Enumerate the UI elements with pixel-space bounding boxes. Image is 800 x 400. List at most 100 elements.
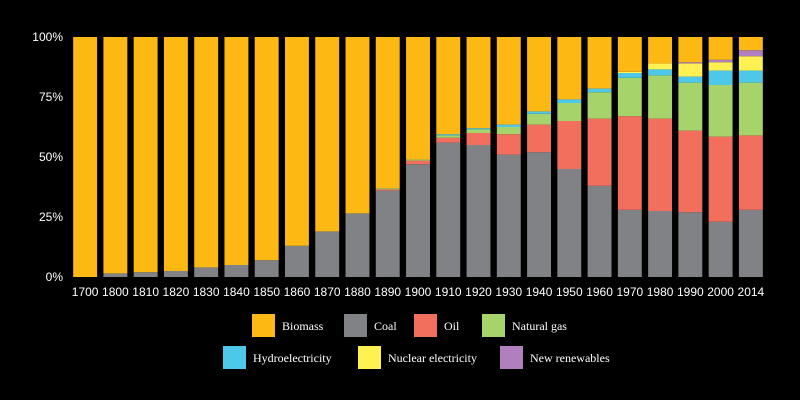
- x-tick-label: 1840: [223, 285, 250, 299]
- bar-segment-coal-1900: [406, 164, 430, 277]
- x-tick-label: 1990: [677, 285, 704, 299]
- bar-segment-oil-1910: [436, 137, 461, 143]
- bar-segment-biomass-1980: [648, 37, 673, 64]
- bar-segment-oil-1960: [587, 118, 612, 186]
- legend-label-nuclear-electricity: Nuclear electricity: [388, 351, 477, 365]
- bar-segment-coal-1810: [133, 272, 158, 277]
- bar-segment-biomass-1880: [345, 37, 370, 214]
- bar-segment-nuclear-electricity-1990: [678, 63, 703, 77]
- bar-segment-natural-gas-1900: [406, 159, 430, 161]
- bar-segment-biomass-1820: [163, 37, 188, 271]
- bar-segment-biomass-1700: [73, 37, 98, 277]
- x-tick-label: 1910: [435, 285, 462, 299]
- bar-segment-coal-1990: [678, 212, 703, 277]
- bar-segment-hydroelectricity-1920: [466, 128, 491, 130]
- x-tick-label: 1930: [495, 285, 522, 299]
- bar-segment-oil-1920: [466, 133, 491, 145]
- bar-segment-coal-1800: [103, 273, 128, 277]
- legend-label-natural-gas: Natural gas: [512, 319, 567, 333]
- bar-segment-biomass-1920: [466, 37, 491, 129]
- bar-segment-biomass-1940: [527, 37, 551, 112]
- bar-segment-coal-2000: [708, 221, 733, 277]
- bar-segment-biomass-1950: [557, 37, 582, 100]
- legend: Biomass Coal Oil Natural gas Hydroelectricit…: [223, 314, 610, 369]
- legend-label-oil: Oil: [444, 319, 460, 333]
- bar-segment-biomass-1930: [496, 37, 521, 125]
- legend-label-coal: Coal: [374, 319, 397, 333]
- bar-segment-hydroelectricity-1910: [436, 134, 461, 136]
- bar-segment-coal-1910: [436, 142, 461, 277]
- bar-segment-biomass-1860: [285, 37, 309, 246]
- bar-segment-coal-1920: [466, 145, 491, 277]
- bar-segment-biomass-1900: [406, 37, 430, 160]
- bar-segment-biomass-1800: [103, 37, 128, 274]
- bar-segment-hydroelectricity-1950: [557, 99, 582, 103]
- legend-swatch-new-renewables: [500, 346, 523, 369]
- bar-segment-new-renewables-1990: [678, 62, 703, 64]
- bar-segment-coal-1820: [163, 271, 188, 277]
- bar-segment-biomass-2000: [708, 37, 733, 60]
- legend-swatch-oil: [414, 314, 437, 337]
- bar-segment-nuclear-electricity-1970: [617, 71, 642, 73]
- bar-segment-coal-1930: [496, 154, 521, 277]
- bar-segment-coal-1880: [345, 213, 370, 277]
- x-tick-label: 1980: [647, 285, 674, 299]
- bar-segment-oil-2000: [708, 136, 733, 222]
- bar-segment-hydroelectricity-1960: [587, 88, 612, 93]
- x-tick-label: 1820: [163, 285, 190, 299]
- bar-segment-hydroelectricity-1970: [617, 73, 642, 78]
- bar-segment-natural-gas-1910: [436, 135, 461, 138]
- y-axis: 0% 25% 50% 75% 100%: [32, 30, 63, 284]
- bar-segment-nuclear-electricity-2000: [708, 62, 733, 71]
- x-tick-label: 1970: [616, 285, 643, 299]
- bar-segment-natural-gas-1950: [557, 103, 582, 121]
- bar-segment-hydroelectricity-1990: [678, 76, 703, 83]
- bar-segment-natural-gas-1920: [466, 129, 491, 133]
- bar-segment-hydroelectricity-2000: [708, 70, 733, 85]
- y-tick-label: 100%: [32, 30, 63, 44]
- x-tick-label: 2000: [707, 285, 734, 299]
- legend-swatch-natural-gas: [482, 314, 505, 337]
- bar-segment-natural-gas-1990: [678, 82, 703, 131]
- x-tick-label: 1940: [526, 285, 553, 299]
- bar-segment-natural-gas-1960: [587, 92, 612, 119]
- bar-segment-hydroelectricity-2014: [738, 70, 763, 83]
- legend-swatch-biomass: [252, 314, 275, 337]
- bar-segment-biomass-1850: [254, 37, 279, 261]
- bar-segment-coal-1890: [375, 190, 400, 277]
- bar-segment-coal-1860: [285, 245, 309, 277]
- x-tick-label: 1860: [284, 285, 311, 299]
- bar-segment-natural-gas-2000: [708, 85, 733, 137]
- bar-segment-biomass-1910: [436, 37, 461, 135]
- bar-segment-natural-gas-1890: [375, 188, 400, 190]
- bar-segment-biomass-1990: [678, 37, 703, 63]
- legend-swatch-hydroelectricity: [223, 346, 246, 369]
- bar-segment-biomass-1870: [315, 37, 340, 232]
- bar-segment-coal-1960: [587, 185, 612, 277]
- bar-segment-hydroelectricity-1930: [496, 124, 521, 127]
- bar-segment-oil-2014: [738, 135, 763, 210]
- bar-segment-biomass-2014: [738, 37, 763, 51]
- bar-segment-natural-gas-1940: [527, 113, 551, 125]
- x-tick-label: 1810: [132, 285, 159, 299]
- y-tick-label: 75%: [39, 90, 63, 104]
- y-tick-label: 25%: [39, 210, 63, 224]
- x-tick-label: 1950: [556, 285, 583, 299]
- bar-segment-oil-1890: [375, 189, 400, 191]
- bar-segment-oil-1940: [527, 124, 551, 153]
- bar-segment-coal-1840: [224, 265, 249, 277]
- bar-segment-coal-1970: [617, 209, 642, 277]
- bar-segment-coal-1980: [648, 211, 673, 277]
- bar-segment-oil-1950: [557, 121, 582, 169]
- x-tick-label: 1920: [465, 285, 492, 299]
- bar-segment-natural-gas-1980: [648, 75, 673, 119]
- x-tick-label: 1960: [586, 285, 613, 299]
- bar-segment-new-renewables-2000: [708, 59, 733, 63]
- x-tick-label: 1800: [102, 285, 129, 299]
- bar-segment-biomass-1840: [224, 37, 249, 265]
- legend-label-biomass: Biomass: [282, 319, 324, 333]
- bars-group: [73, 37, 763, 277]
- x-tick-label: 1900: [405, 285, 432, 299]
- bar-segment-oil-1980: [648, 118, 673, 211]
